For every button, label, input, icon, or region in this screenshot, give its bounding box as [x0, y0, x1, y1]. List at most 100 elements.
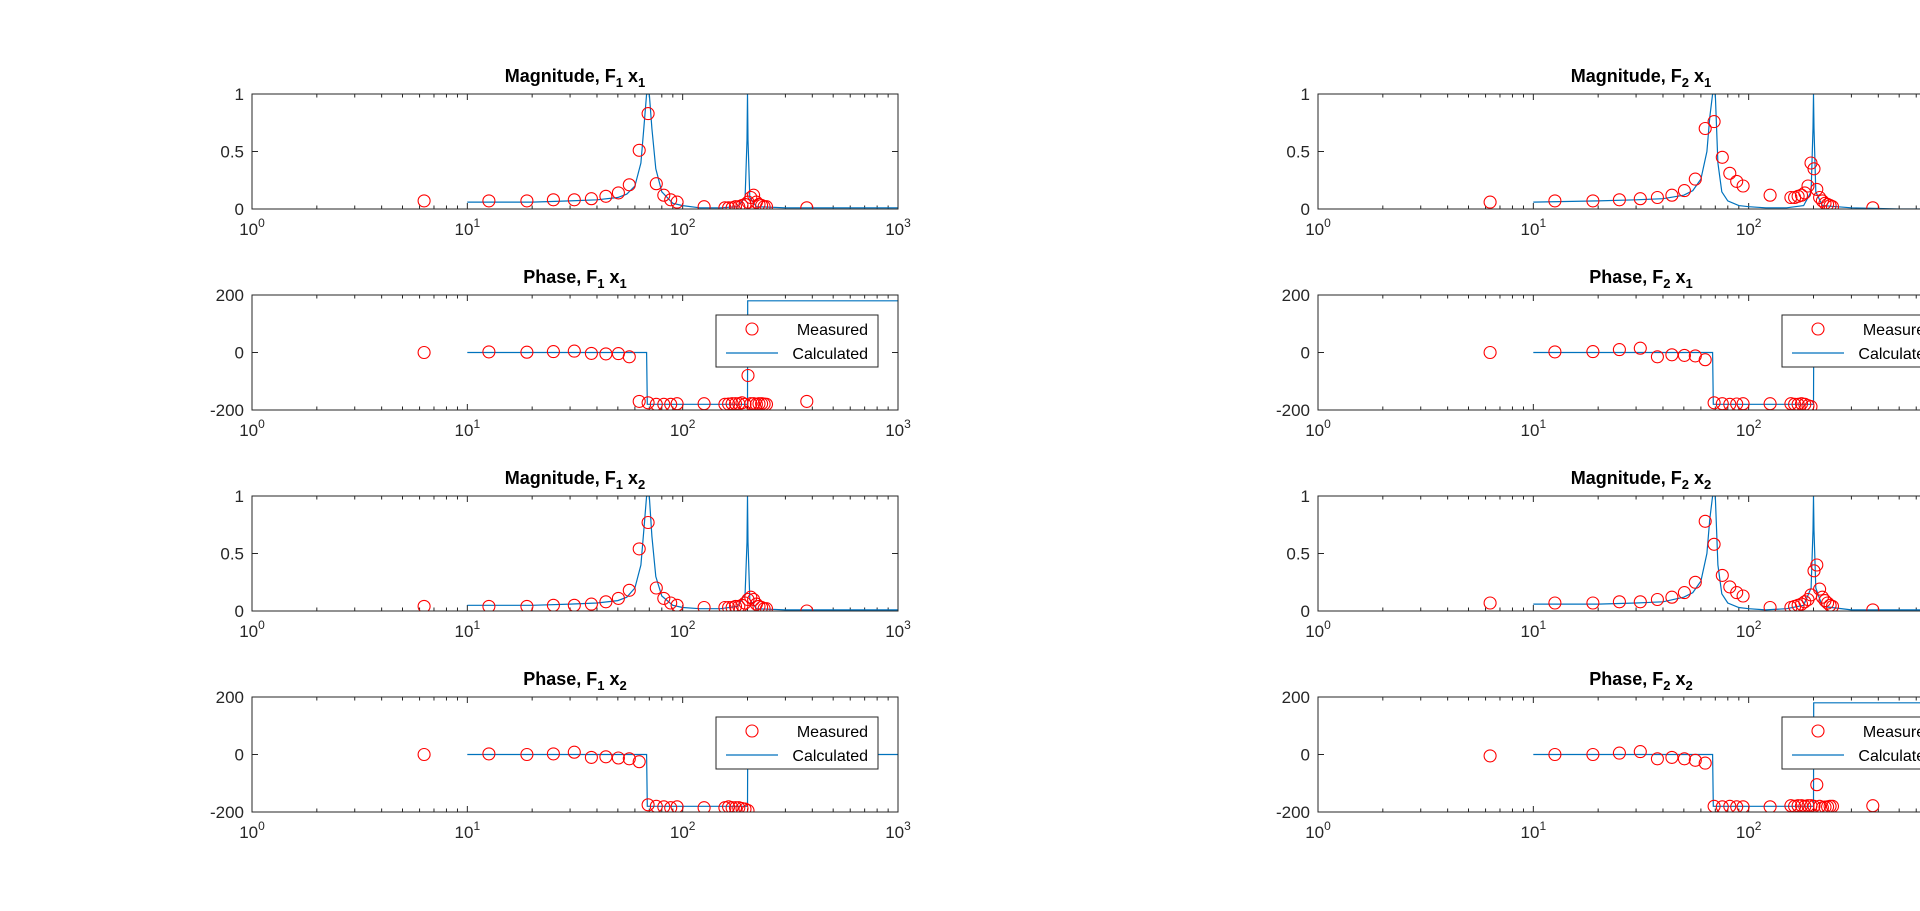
measured-point — [757, 397, 771, 410]
title-x: x — [1689, 66, 1704, 86]
title-x-subscript: 1 — [1704, 75, 1711, 90]
x-tick-label: 102 — [1736, 216, 1762, 239]
measured-point — [641, 515, 655, 530]
measured-point — [632, 143, 646, 157]
x-tick-exponent: 0 — [258, 819, 265, 833]
legend-measured-marker — [1811, 322, 1825, 336]
x-tick-label: 100 — [239, 819, 265, 842]
measured-point — [1810, 558, 1824, 572]
measured-point — [1810, 182, 1824, 196]
x-tick-exponent: 0 — [258, 618, 265, 632]
x-tick-label: 100 — [1305, 216, 1331, 239]
x-tick-base: 10 — [1305, 622, 1324, 641]
x-tick-label: 100 — [1305, 618, 1331, 641]
x-tick-base: 10 — [885, 220, 904, 239]
measured-point — [1784, 190, 1798, 205]
legend-box — [1781, 314, 1920, 368]
legend: Measured Calculated — [715, 314, 879, 368]
x-tick-exponent: 1 — [473, 216, 480, 230]
measured-point — [670, 800, 684, 812]
measured-point — [622, 350, 636, 364]
measured-point — [755, 199, 769, 209]
measured-point — [520, 345, 534, 359]
plot-area — [1318, 496, 1920, 611]
y-tick-label: 1 — [235, 85, 244, 104]
y-tick-label: 200 — [216, 688, 244, 707]
measured-point — [722, 397, 736, 410]
measured-series — [1483, 514, 1880, 611]
measured-point — [567, 745, 581, 759]
title-f-subscript: 2 — [1682, 477, 1689, 492]
measured-point — [718, 201, 732, 209]
measured-point — [738, 802, 752, 812]
measured-point — [417, 194, 431, 208]
measured-point — [1665, 590, 1679, 604]
measured-point — [728, 599, 743, 611]
y-tick-label: 0 — [235, 344, 244, 363]
x-tick-exponent: 1 — [1539, 417, 1546, 431]
measured-series — [417, 515, 814, 611]
measured-point — [417, 599, 431, 611]
measured-point — [1723, 397, 1737, 410]
x-tick-label: 102 — [670, 216, 696, 239]
measured-point — [718, 397, 732, 410]
x-tick-base: 10 — [885, 823, 904, 842]
measured-point — [1825, 599, 1840, 611]
measured-point — [1730, 397, 1744, 410]
x-tick-label: 102 — [670, 618, 696, 641]
axes-box — [1317, 294, 1920, 411]
measured-point — [741, 804, 755, 812]
measured-point — [567, 193, 581, 207]
measured-point — [670, 195, 684, 209]
y-tick-label: 200 — [1282, 688, 1310, 707]
measured-point — [1698, 756, 1712, 770]
measured-point — [584, 750, 598, 764]
measured-point — [1707, 537, 1721, 551]
measured-point — [1586, 747, 1600, 762]
legend-box — [715, 716, 879, 770]
x-tick-exponent: 2 — [1755, 618, 1762, 632]
y-tick-label: -200 — [210, 803, 244, 822]
measured-point — [1866, 201, 1880, 209]
x-tick-label: 102 — [670, 417, 696, 440]
x-tick-label: 101 — [455, 216, 481, 239]
x-tick-label: 101 — [455, 819, 481, 842]
measured-point — [664, 596, 678, 610]
measured-point — [520, 747, 534, 762]
measured-point — [1586, 596, 1600, 610]
measured-point — [1736, 179, 1750, 193]
x-tick-label: 102 — [1736, 618, 1762, 641]
subplot-title: Magnitude, F1 x2 — [505, 468, 645, 492]
measured-point — [1612, 595, 1626, 609]
x-tick-base: 10 — [239, 622, 258, 641]
legend-measured-label: Measured — [797, 724, 868, 741]
x-tick-exponent: 3 — [904, 618, 911, 632]
measured-point — [649, 397, 663, 410]
measured-point — [1723, 799, 1737, 812]
x-tick-base: 10 — [1305, 421, 1324, 440]
y-tick-label: 0 — [235, 602, 244, 621]
subplot-title: Magnitude, F2 x1 — [1571, 66, 1711, 90]
axes-box — [251, 696, 899, 813]
measured-point — [641, 396, 655, 410]
measured-point — [1612, 343, 1626, 357]
subplot-title: Phase, F2 x2 — [1589, 669, 1693, 693]
measured-point — [664, 801, 678, 812]
measured-point — [1698, 353, 1712, 367]
measured-point — [1810, 778, 1824, 792]
subplot-title: Phase, F1 x1 — [523, 267, 627, 291]
x-tick-base: 10 — [670, 220, 689, 239]
measured-point — [584, 597, 598, 611]
legend-measured-marker — [745, 724, 759, 738]
measured-point — [697, 801, 711, 812]
x-tick-exponent: 1 — [1539, 618, 1546, 632]
measured-series — [417, 344, 814, 410]
axes-box — [1317, 495, 1920, 612]
y-tick-label: 1 — [1301, 487, 1310, 506]
calculated-series-line — [467, 496, 898, 611]
measured-point — [800, 604, 814, 611]
measured-point — [632, 394, 646, 408]
measured-point — [567, 598, 581, 611]
